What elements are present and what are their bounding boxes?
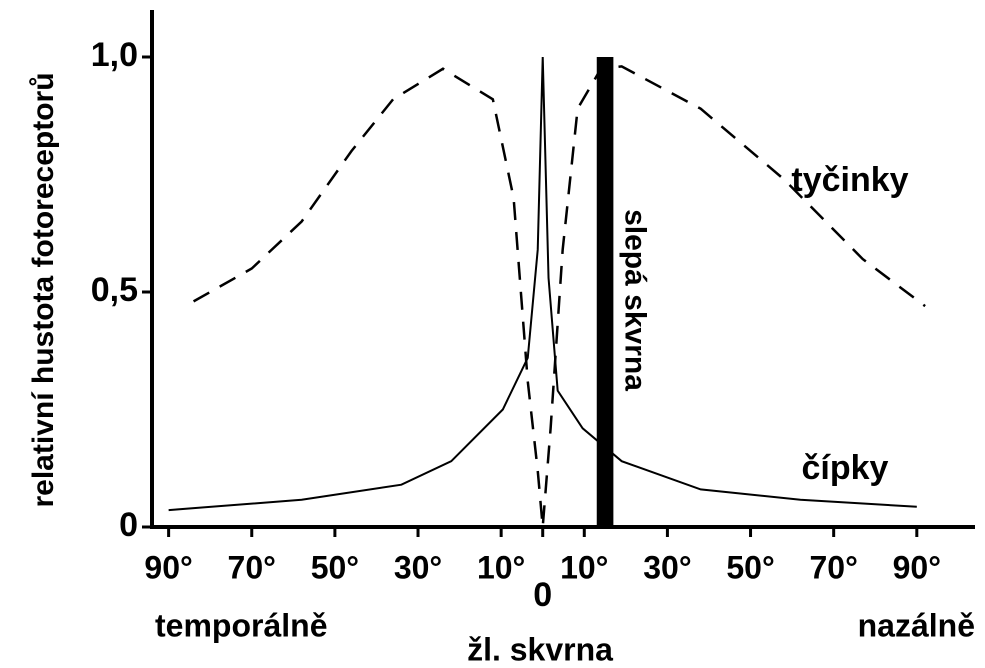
x-tick-label: 10°	[477, 549, 525, 585]
annotation: nazálně	[858, 607, 975, 643]
blind-spot-label: slepá skvrna	[618, 209, 651, 391]
annotation: temporálně	[155, 607, 327, 643]
x-tick-label: 10°	[560, 549, 608, 585]
x-tick-label: 50°	[311, 549, 359, 585]
x-tick-label: 70°	[809, 549, 857, 585]
blind-spot-bar	[596, 57, 614, 527]
y-tick-label: 0	[119, 506, 138, 544]
series-label: tyčinky	[791, 161, 908, 199]
x-tick-label: 50°	[726, 549, 774, 585]
x-tick-label: 0	[533, 576, 552, 614]
y-tick-label: 1,0	[91, 36, 138, 74]
y-tick-label: 0,5	[91, 271, 138, 309]
annotation: žl. skvrna	[467, 631, 613, 667]
series-line	[192, 65, 926, 528]
x-tick-label: 30°	[643, 549, 691, 585]
y-axis-label: relativní hustota fotoreceptorů	[27, 72, 60, 507]
x-tick-label: 90°	[893, 549, 941, 585]
x-tick-label: 70°	[228, 549, 276, 585]
x-tick-label: 90°	[144, 549, 192, 585]
series-line	[168, 56, 917, 512]
x-tick-label: 30°	[394, 549, 442, 585]
series-label: čípky	[802, 449, 889, 487]
